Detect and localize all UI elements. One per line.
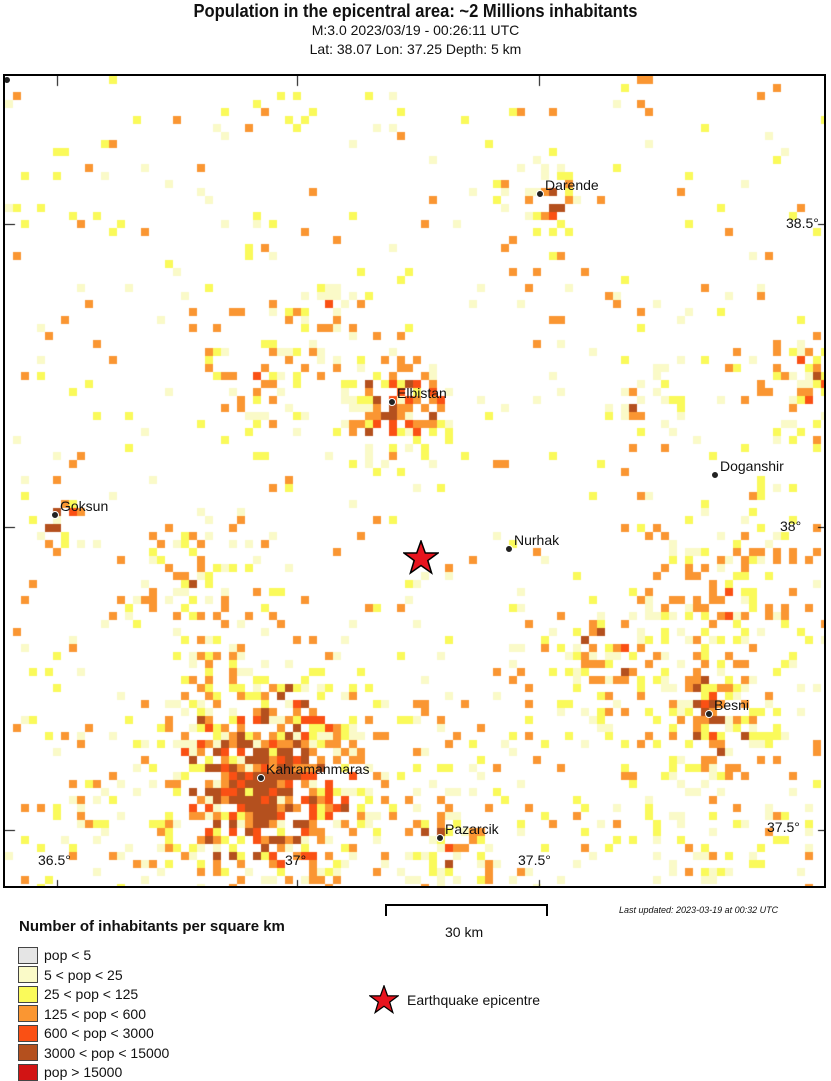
city-label: Pazarcik	[445, 821, 499, 837]
legend-swatch	[18, 1005, 38, 1022]
lon-tick: 36.5°	[38, 852, 71, 868]
legend-swatch	[18, 966, 38, 983]
lat-tick: 38°	[780, 518, 802, 534]
city-label: Pinarbasi	[12, 76, 70, 79]
legend-item: 600 < pop < 3000	[18, 1024, 154, 1042]
city-marker[interactable]	[436, 834, 444, 842]
legend-label: 125 < pop < 600	[44, 1005, 146, 1022]
event-location: Lat: 38.07 Lon: 37.25 Depth: 5 km	[309, 41, 522, 57]
epicentre-legend: Earthquake epicentre	[369, 985, 540, 1015]
scale-bar	[385, 904, 548, 916]
legend-item: pop < 5	[18, 946, 91, 964]
city-marker[interactable]	[51, 511, 59, 519]
city-label: Darende	[545, 177, 599, 193]
legend-label: pop > 15000	[44, 1064, 123, 1080]
lon-tick: 37°	[285, 852, 307, 868]
lat-tick: 38.5°	[786, 215, 819, 231]
legend-item: 125 < pop < 600	[18, 1005, 146, 1023]
population-density-layer	[5, 76, 824, 886]
lat-tick: 37.5°	[767, 819, 800, 835]
legend-swatch	[18, 1024, 38, 1042]
legend-label: 3000 < pop < 15000	[44, 1044, 170, 1061]
city-label: Elbistan	[397, 385, 447, 401]
city-label: Nurhak	[514, 532, 560, 548]
map-title: Population in the epicentral area: ~2 Mi…	[193, 1, 638, 21]
legend-item: 25 < pop < 125	[18, 985, 138, 1003]
legend-item: pop > 15000	[18, 1063, 122, 1081]
city-label: Doganshir	[720, 458, 784, 474]
scale-label: 30 km	[445, 924, 484, 940]
city-marker[interactable]	[711, 471, 719, 479]
legend-label: 600 < pop < 3000	[44, 1025, 154, 1041]
epicentre-label: Earthquake epicentre	[407, 992, 541, 1008]
last-updated: Last updated: 2023-03-19 at 00:32 UTC	[619, 905, 779, 915]
legend-swatch	[18, 946, 38, 964]
city-label: Goksun	[60, 498, 109, 514]
epicentre-star-icon[interactable]	[403, 540, 439, 576]
city-marker[interactable]	[5, 76, 11, 84]
city-marker[interactable]	[257, 774, 265, 782]
lon-tick: 37.5°	[518, 852, 551, 868]
city-label: Besni	[714, 697, 750, 713]
legend-label: 25 < pop < 125	[44, 986, 139, 1002]
population-map[interactable]: Pinarbasi Darende Elbistan Goksun Doganshir N…	[3, 74, 826, 888]
city-marker[interactable]	[388, 398, 396, 406]
city-marker[interactable]	[505, 545, 513, 553]
legend-item: 3000 < pop < 15000	[18, 1044, 169, 1062]
event-info: M:3.0 2023/03/19 - 00:26:11 UTC	[311, 22, 520, 38]
legend-item: 5 < pop < 25	[18, 966, 123, 984]
legend-title: Number of inhabitants per square km	[19, 918, 285, 935]
legend-swatch	[18, 1063, 38, 1081]
city-label: Kahramanmaras	[266, 761, 370, 777]
red-star-icon	[369, 985, 399, 1015]
legend-swatch	[18, 985, 38, 1003]
legend-swatch	[18, 1044, 38, 1061]
city-marker[interactable]	[705, 710, 713, 718]
city-marker[interactable]	[536, 190, 544, 198]
legend-label: pop < 5	[44, 947, 92, 963]
legend-label: 5 < pop < 25	[44, 966, 123, 983]
